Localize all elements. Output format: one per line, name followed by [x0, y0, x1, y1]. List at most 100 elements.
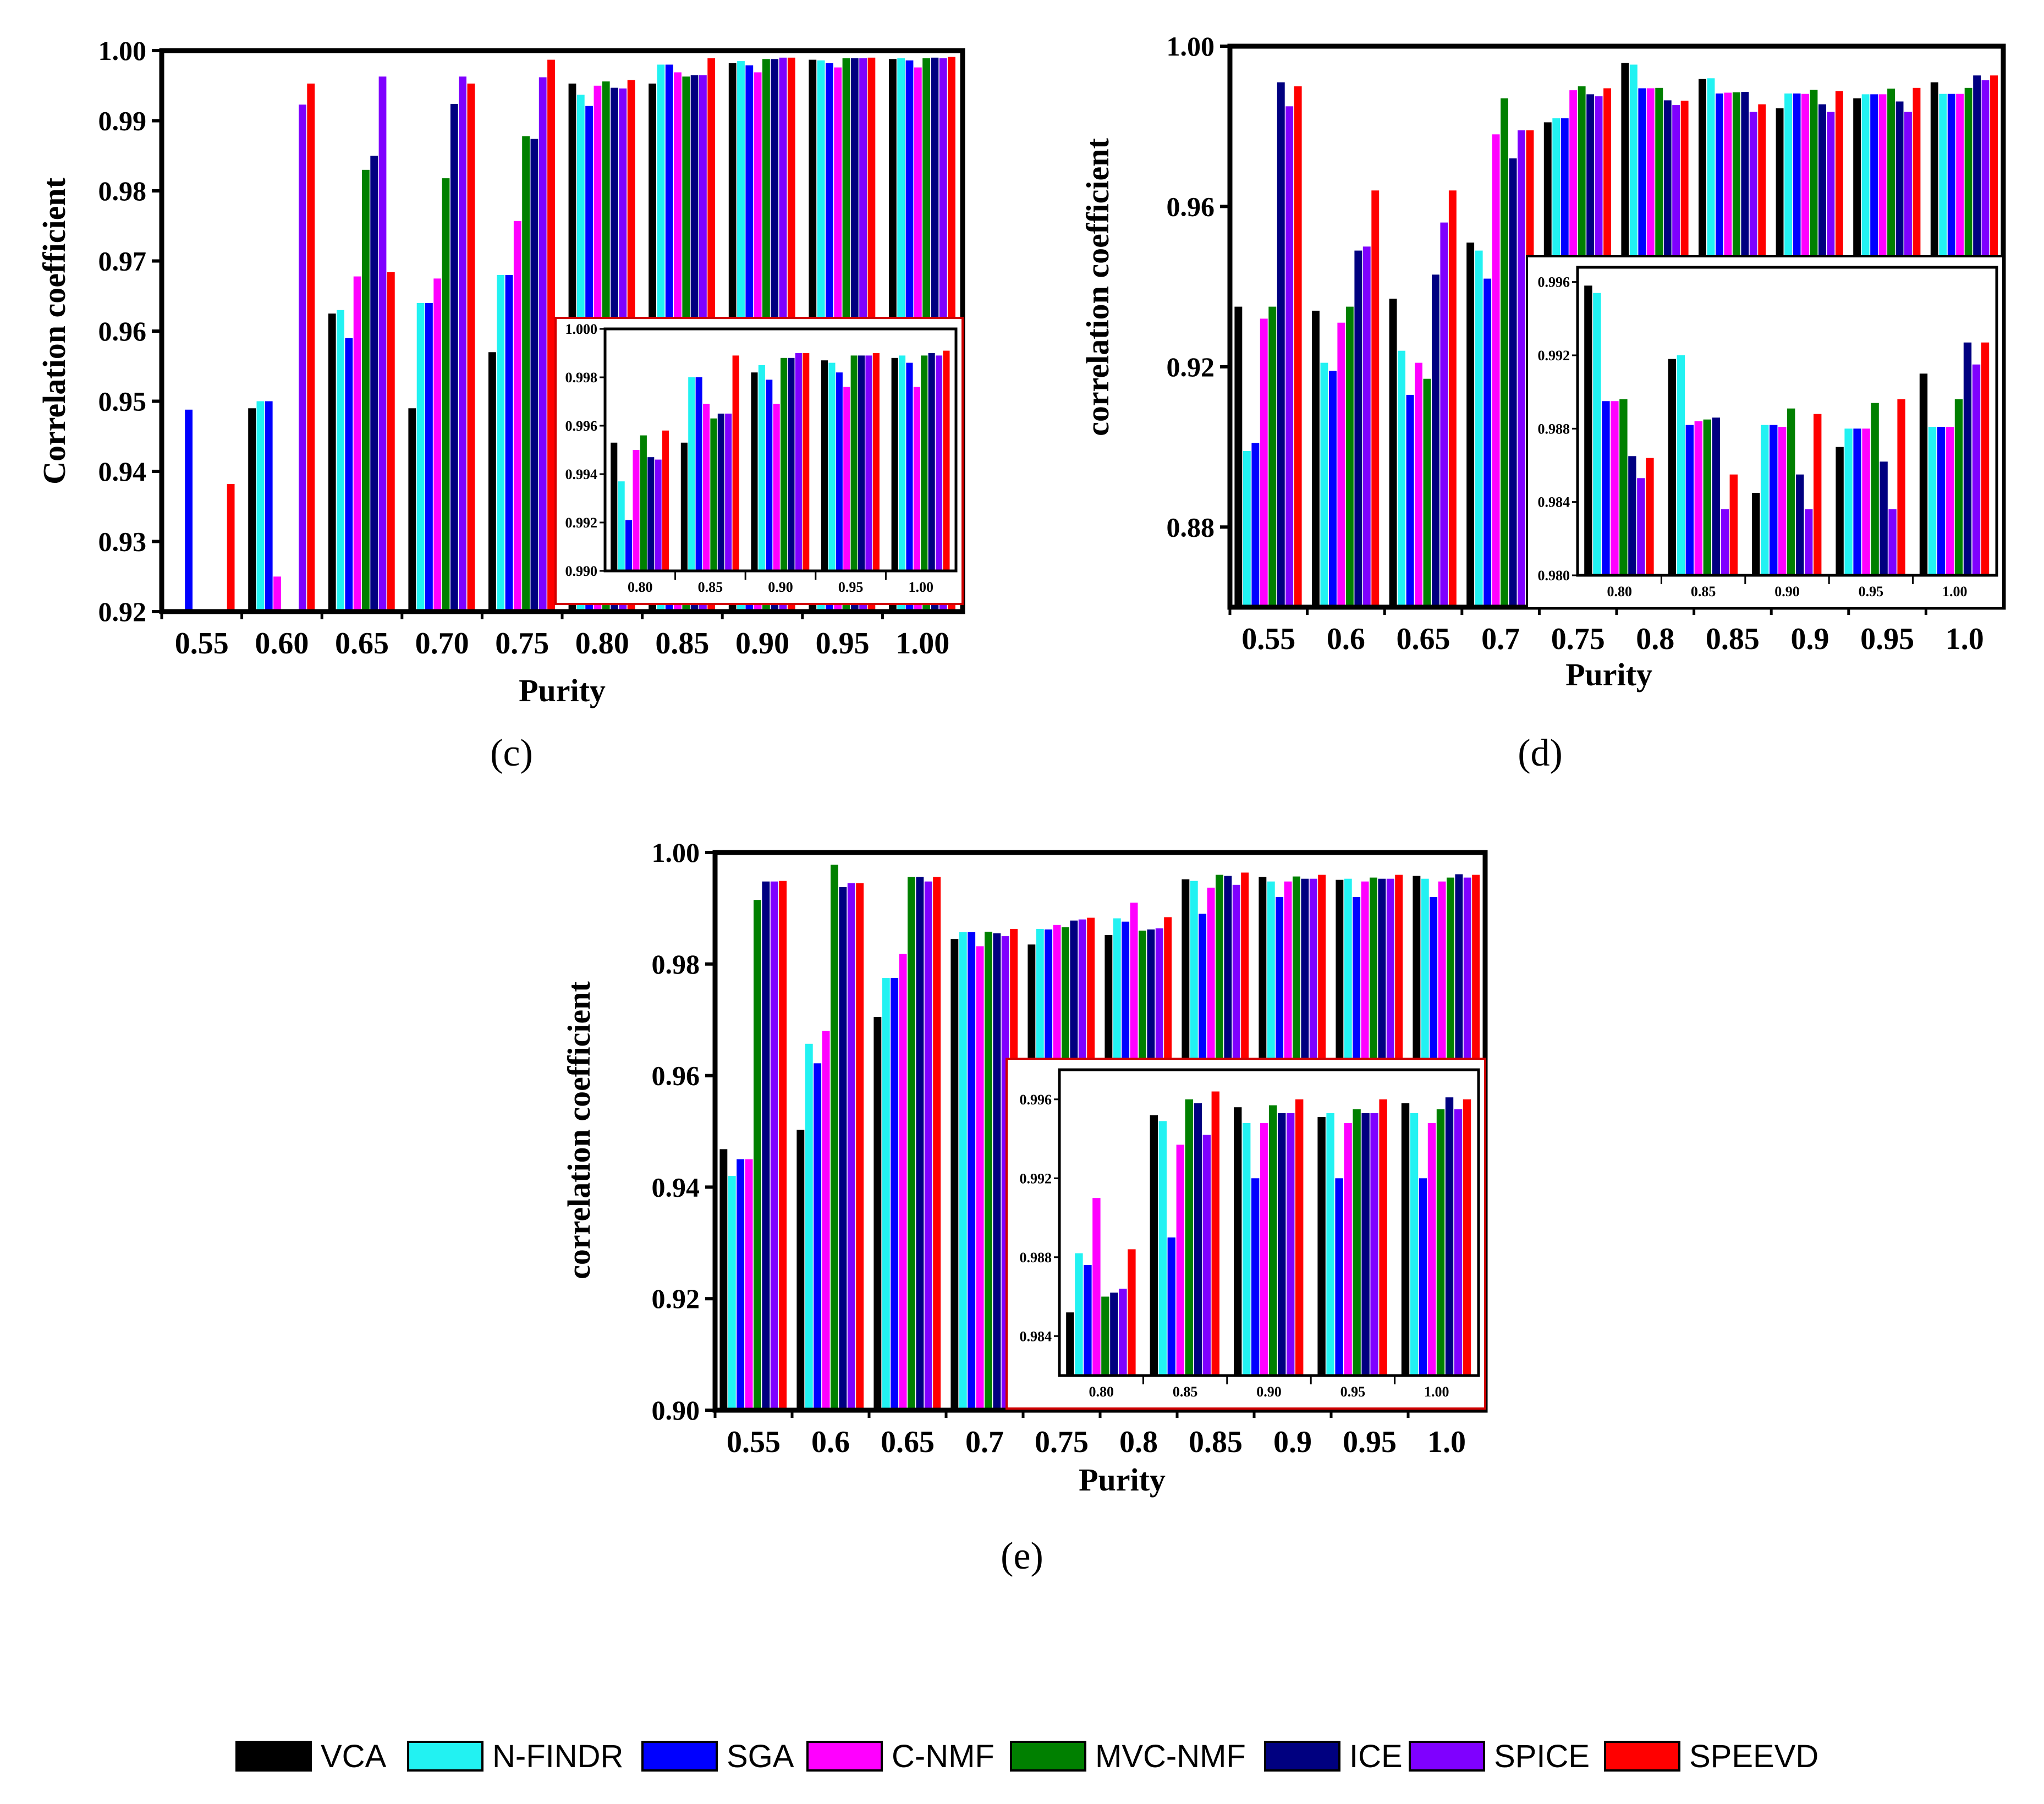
panel-c-bar: [227, 483, 235, 612]
legend-label-spice: SPICE: [1494, 1739, 1590, 1774]
panel-d-inset-x-tick-label: 0.85: [1691, 584, 1716, 600]
panel-c-y-axis-title: Correlation coefficient: [36, 177, 72, 484]
legend-label-vca: VCA: [321, 1739, 387, 1774]
panel-e-inset-bar: [1445, 1097, 1454, 1376]
panel-d-bar: [1354, 250, 1362, 608]
panel-c-label: (c): [490, 732, 533, 774]
panel-c-y-tick-label: 0.92: [98, 596, 147, 627]
panel-d-inset-bar: [1602, 401, 1610, 575]
panel-e-bar: [933, 877, 941, 1410]
panel-c-bar: [547, 59, 555, 612]
panel-e-bar: [831, 865, 838, 1410]
panel-d-bar: [1423, 378, 1431, 607]
panel-d-inset-bar: [1963, 342, 1972, 575]
panel-e-inset-bar: [1335, 1178, 1343, 1376]
panel-c-bar: [345, 338, 353, 612]
panel-e-inset-bar: [1419, 1178, 1427, 1376]
panel-e-x-tick-label: 0.6: [811, 1425, 850, 1459]
panel-e-y-tick-label: 1.00: [652, 837, 700, 868]
panel-e-x-tick-label: 0.75: [1035, 1425, 1089, 1459]
panel-c-inset-bar: [828, 362, 836, 571]
panel-d-inset-bar: [1796, 474, 1804, 575]
legend-swatch-sga: [641, 1741, 718, 1772]
panel-c-x-tick-label: 0.75: [495, 626, 549, 661]
panel-c-bar: [450, 103, 458, 612]
panel-d-bar: [1432, 274, 1439, 607]
panel-d-inset-bar: [1761, 425, 1769, 575]
panel-d-inset-bar: [1814, 414, 1822, 575]
panel-e-bar: [839, 887, 847, 1410]
panel-d-inset-bar: [1611, 401, 1619, 575]
panel-d-x-tick-label: 0.55: [1241, 622, 1295, 656]
panel-e-x-tick-label: 0.9: [1273, 1425, 1312, 1459]
panel-e-inset-bar: [1287, 1113, 1295, 1376]
panel-e-inset: 0.984 0.988 0.992 0.996 0.80 0.85 0.90 0.95 1.00: [1005, 1058, 1486, 1410]
panel-d: 0.880.920.961.00 0.55 0.6 0.65 0.7 0.75 0.8 0.…: [1080, 31, 2006, 774]
panel-d-bar: [1440, 222, 1448, 608]
panel-d-bar: [1398, 350, 1405, 607]
panel-d-inset-bar: [1778, 427, 1787, 575]
panel-d-x-tick-label: 0.7: [1481, 622, 1520, 656]
panel-e-bar: [719, 1149, 728, 1410]
panel-c-inset-bars: [611, 350, 950, 571]
panel-e-inset-y-tick-label: 0.996: [1020, 1092, 1052, 1108]
panel-d-inset-frame: [1576, 266, 1998, 577]
panel-e-bar: [770, 881, 778, 1410]
panel-e-inset-bar: [1066, 1312, 1074, 1376]
panel-e-inset-bar: [1353, 1109, 1361, 1376]
panel-e-x-tick-label: 0.8: [1119, 1425, 1158, 1459]
legend-label-sga: SGA: [727, 1739, 794, 1774]
panel-e-inset-bar: [1260, 1123, 1268, 1376]
panel-d-bar: [1260, 318, 1268, 607]
panel-e-inset-bar: [1463, 1099, 1471, 1376]
panel-c-bar: [362, 169, 370, 612]
panel-d-inset-y-tick-label: 0.996: [1538, 274, 1570, 290]
panel-c-inset-bar: [803, 353, 810, 571]
panel-c-y-tick-label: 1.00: [98, 35, 147, 66]
panel-e-bar: [814, 1063, 822, 1410]
panel-d-bar: [1475, 250, 1483, 608]
panel-e-inset-x-tick-label: 0.85: [1173, 1384, 1198, 1400]
panel-c-inset-frame: [603, 327, 958, 573]
panel-d-inset-bar: [1862, 428, 1870, 575]
panel-c-inset-bar: [788, 358, 795, 571]
panel-c-bar: [433, 278, 442, 612]
legend-swatch-spice: [1409, 1741, 1485, 1772]
panel-c-inset-bar: [751, 372, 758, 571]
panel-e-inset-bar: [1167, 1237, 1175, 1376]
panel-d-x-tick-label: 0.65: [1397, 622, 1450, 656]
panel-e-inset-y-tick-label: 0.984: [1020, 1328, 1052, 1344]
panel-e-bar: [891, 978, 899, 1410]
panel-e-bar: [873, 1017, 882, 1410]
panel-d-bar: [1329, 371, 1337, 607]
panel-c-y-tick-label: 0.99: [98, 106, 147, 136]
panel-d-y-tick-label: 0.92: [1167, 351, 1215, 382]
panel-e-inset-bar: [1194, 1103, 1202, 1376]
panel-c-bar: [307, 83, 315, 612]
panel-c-inset-bar: [680, 442, 688, 571]
panel-d-inset-bar: [1954, 399, 1963, 575]
panel-d-bar: [1312, 310, 1320, 607]
panel-c-bar: [513, 221, 521, 612]
panel-e-inset-x-tick-label: 0.95: [1340, 1384, 1366, 1400]
panel-e-y-tick-label: 0.92: [652, 1283, 700, 1314]
panel-c-bar: [442, 178, 450, 612]
panel-e-bar: [908, 877, 915, 1410]
legend: VCA N-FINDR SGA C-NMF MVC-NMF ICE SPICE …: [235, 1739, 1818, 1774]
panel-e-inset-x-tick-label: 1.00: [1424, 1384, 1449, 1400]
panel-c-x-tick-label: 0.90: [735, 626, 789, 661]
legend-label-n-findr: N-FINDR: [492, 1739, 623, 1774]
panel-e-inset-bar: [1269, 1105, 1277, 1376]
panel-d-x-tick-label: 0.85: [1706, 622, 1760, 656]
panel-e-inset-bar: [1454, 1109, 1463, 1376]
panel-c-inset-bar: [640, 435, 647, 571]
panel-c-inset-bar: [688, 377, 695, 571]
panel-e-x-tick-label: 0.55: [727, 1425, 781, 1459]
panel-c-bar: [416, 303, 425, 612]
panel-d-inset-bar: [1628, 456, 1636, 575]
panel-e-bar: [959, 932, 967, 1410]
panel-c-inset-bar: [695, 377, 702, 571]
panel-d-inset-bar: [1981, 342, 1990, 575]
panel-e-inset-bar: [1379, 1099, 1387, 1376]
